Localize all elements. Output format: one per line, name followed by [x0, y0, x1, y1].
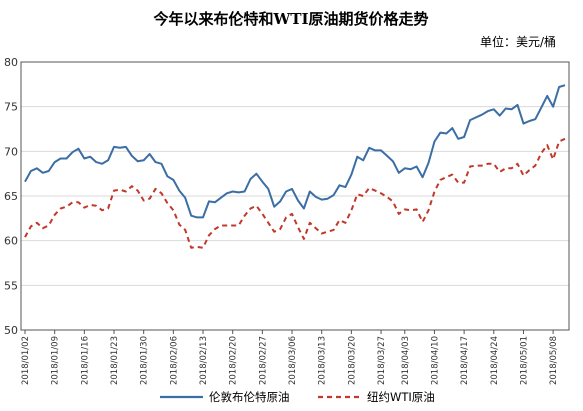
- x-tick-label: 2018/04/03: [401, 336, 411, 385]
- series-line-wti: [24, 137, 566, 249]
- x-tick-label: 2018/02/27: [258, 336, 268, 385]
- x-tick-label: 2018/03/20: [347, 336, 357, 385]
- chart-title: 今年以来布伦特和WTI原油期货价格走势: [152, 10, 428, 28]
- x-tick-label: 2018/04/10: [430, 336, 440, 385]
- x-tick-label: 2018/02/13: [199, 336, 209, 385]
- x-tick-label: 2018/04/17: [460, 336, 470, 385]
- legend: 伦敦布伦特原油 纽约WTI原油: [160, 390, 435, 404]
- x-tick-label: 2018/02/06: [169, 336, 179, 385]
- y-tick-label: 65: [4, 190, 18, 203]
- x-tick-label: 2018/01/09: [51, 336, 61, 385]
- series-lines: [24, 84, 566, 249]
- y-tick-label: 50: [4, 324, 18, 337]
- x-tick-label: 2018/05/01: [519, 336, 529, 385]
- x-tick-label: 2018/05/08: [549, 336, 559, 385]
- x-tick-label: 2018/04/24: [490, 336, 500, 385]
- y-tick-label: 75: [4, 101, 18, 114]
- unit-label: 单位：美元/桶: [480, 34, 556, 49]
- legend-label-wti: 纽约WTI原油: [367, 390, 435, 404]
- x-tick-label: 2018/02/20: [229, 336, 239, 385]
- x-tick-label: 2018/03/27: [377, 336, 387, 385]
- y-tick-label: 55: [4, 279, 18, 292]
- y-tick-label: 70: [4, 145, 18, 158]
- x-tick-label: 2018/01/02: [21, 336, 31, 385]
- series-line-brent: [24, 84, 566, 219]
- x-tick-label: 2018/03/13: [318, 336, 328, 385]
- x-axis-ticks: 2018/01/02 2018/01/09 2018/01/16 2018/01/23…: [21, 330, 559, 385]
- legend-label-brent: 伦敦布伦特原油: [209, 390, 290, 404]
- y-tick-label: 60: [4, 235, 18, 248]
- x-tick-label: 2018/01/16: [80, 336, 90, 385]
- x-tick-label: 2018/01/30: [140, 336, 150, 385]
- plot-area-frame: [20, 61, 570, 331]
- x-tick-label: 2018/01/23: [110, 336, 120, 385]
- y-axis-ticks: 50 55 60 65 70 75 80: [4, 56, 18, 337]
- y-tick-label: 80: [4, 56, 18, 69]
- x-tick-label: 2018/03/06: [288, 336, 298, 385]
